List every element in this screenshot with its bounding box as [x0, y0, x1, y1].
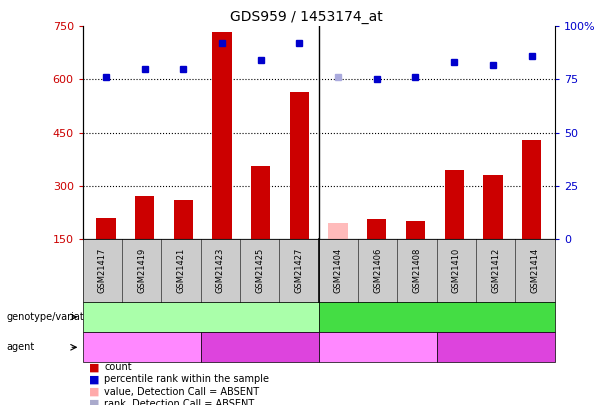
Bar: [212, 32, 232, 239]
Text: GSM21421: GSM21421: [177, 248, 186, 293]
Text: GSM21412: GSM21412: [491, 248, 500, 293]
Bar: [290, 92, 309, 239]
Text: GSM21410: GSM21410: [452, 248, 461, 293]
Text: percentile rank within the sample: percentile rank within the sample: [104, 375, 269, 384]
Text: GSM21417: GSM21417: [98, 247, 107, 293]
Text: wild type: wild type: [175, 312, 226, 322]
Bar: [367, 220, 386, 239]
Bar: [251, 166, 270, 239]
Text: IL-13 knockout: IL-13 knockout: [396, 312, 478, 322]
Bar: [522, 140, 541, 239]
Bar: [406, 221, 425, 239]
Text: GSM21427: GSM21427: [295, 247, 303, 293]
Text: ■: ■: [89, 387, 99, 396]
Text: GSM21419: GSM21419: [137, 248, 147, 293]
Bar: [135, 196, 154, 239]
Text: GSM21425: GSM21425: [255, 248, 264, 293]
Text: rank, Detection Call = ABSENT: rank, Detection Call = ABSENT: [104, 399, 254, 405]
Text: GSM21404: GSM21404: [334, 248, 343, 293]
Bar: [173, 200, 193, 239]
Text: agent: agent: [6, 342, 34, 352]
Text: GSM21414: GSM21414: [531, 248, 539, 293]
Text: GSM21408: GSM21408: [413, 247, 422, 293]
Text: GSM21423: GSM21423: [216, 247, 225, 293]
Text: value, Detection Call = ABSENT: value, Detection Call = ABSENT: [104, 387, 259, 396]
Text: GSM21406: GSM21406: [373, 247, 383, 293]
Bar: [444, 170, 464, 239]
Text: control: control: [240, 342, 279, 352]
Text: genotype/variation: genotype/variation: [6, 312, 99, 322]
Text: count: count: [104, 362, 132, 372]
Bar: [329, 223, 348, 239]
Text: control: control: [476, 342, 515, 352]
Text: ■: ■: [89, 399, 99, 405]
Bar: [483, 175, 503, 239]
Text: GDS959 / 1453174_at: GDS959 / 1453174_at: [230, 10, 383, 24]
Text: allergen: allergen: [119, 342, 164, 352]
Text: allergen: allergen: [355, 342, 400, 352]
Bar: [96, 218, 116, 239]
Text: ■: ■: [89, 375, 99, 384]
Text: ■: ■: [89, 362, 99, 372]
